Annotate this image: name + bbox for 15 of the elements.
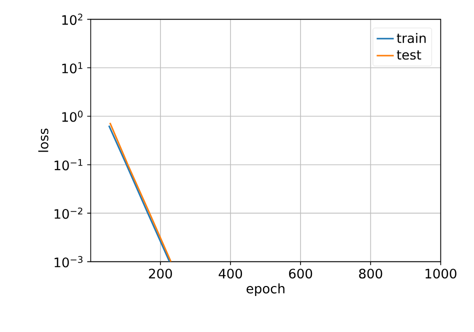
x-tick-label: 800	[359, 268, 382, 279]
y-tick-label: 10$^{−1}$	[54, 159, 82, 170]
x-tick-label: 400	[218, 268, 242, 279]
x-axis-title: epoch	[246, 283, 284, 296]
legend-label: test	[396, 50, 422, 60]
y-tick-label: 10$^{1}$	[62, 62, 82, 74]
y-tick-label: 10$^{−3}$	[54, 256, 82, 268]
y-tick-label: 10$^{0}$	[62, 110, 83, 122]
x-tick-label: 1000	[426, 268, 456, 279]
x-tick-label: 600	[289, 268, 312, 279]
y-axis-title: loss	[38, 128, 48, 152]
y-tick-label: 10$^{−2}$	[54, 208, 82, 219]
legend-label: train	[396, 32, 426, 44]
x-tick-label: 200	[148, 268, 172, 279]
y-tick-label: 10$^{2}$	[62, 14, 82, 25]
